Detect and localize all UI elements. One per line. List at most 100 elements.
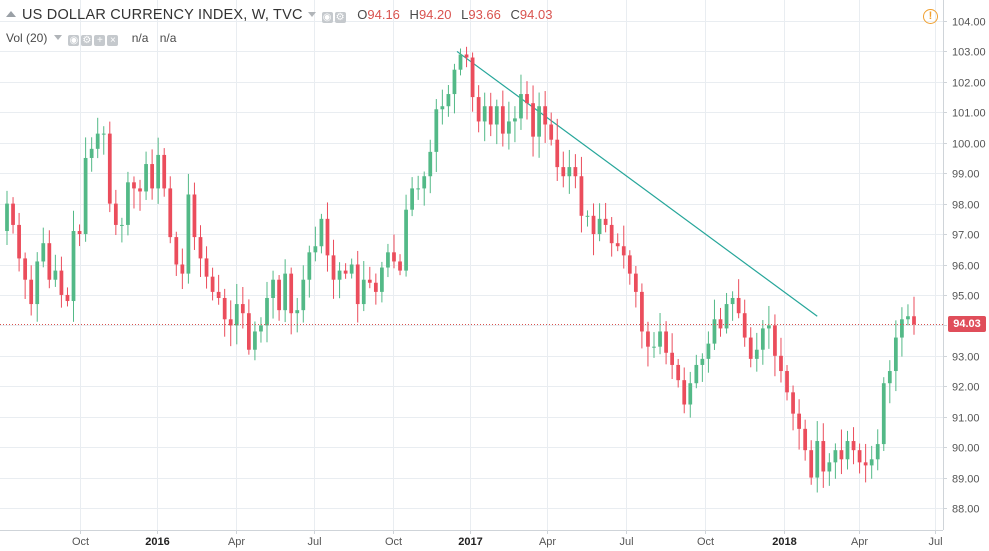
settings-icon[interactable]: ⚙ <box>81 35 93 46</box>
symbol-title[interactable]: US DOLLAR CURRENCY INDEX, W, TVC <box>22 7 303 23</box>
candle <box>506 101 511 150</box>
candle <box>380 261 384 303</box>
trendline[interactable] <box>456 50 818 317</box>
candle-body <box>688 383 693 405</box>
candle <box>839 429 844 475</box>
candle <box>875 429 880 471</box>
candle <box>428 139 433 194</box>
collapse-legend-icon[interactable] <box>6 11 16 17</box>
candle-body <box>240 304 245 314</box>
candle-body <box>821 441 826 472</box>
candle <box>29 265 34 316</box>
candle-body <box>65 294 70 302</box>
candle-body <box>301 279 306 311</box>
candle <box>446 84 451 117</box>
candle <box>319 213 324 254</box>
candle <box>730 291 735 321</box>
candle <box>113 189 118 236</box>
candle <box>259 317 263 343</box>
candle-body <box>767 325 771 329</box>
candle-body <box>609 224 614 244</box>
ohlc-open-value: 94.16 <box>367 7 400 22</box>
candle <box>11 197 15 234</box>
candle-body <box>863 462 868 466</box>
candle-body <box>893 337 898 372</box>
candle-body <box>742 313 747 338</box>
candle-body <box>144 164 148 192</box>
candle <box>736 279 741 319</box>
candle-body <box>633 273 638 292</box>
candle <box>688 371 693 418</box>
candle <box>343 263 348 279</box>
candle <box>531 85 535 157</box>
candle-body <box>307 252 312 280</box>
candle-body <box>815 441 820 478</box>
candle-body <box>549 124 554 140</box>
candle-body <box>440 106 445 110</box>
candle <box>410 177 415 217</box>
candle-body <box>839 450 844 460</box>
volume-title[interactable]: Vol (20) <box>6 31 48 45</box>
candle-body <box>736 297 741 314</box>
candle-body <box>392 252 396 262</box>
ohlc-close-label: C <box>510 7 520 22</box>
close-icon[interactable]: × <box>107 35 119 46</box>
candle <box>797 399 801 450</box>
settings-icon[interactable]: ⚙ <box>334 12 346 23</box>
candle <box>144 151 148 200</box>
candle <box>476 85 481 133</box>
price-axis[interactable]: 88.0089.0090.0091.0092.0093.0094.0095.00… <box>943 0 989 551</box>
candles-layer <box>5 46 916 493</box>
candle-body <box>525 94 529 104</box>
candle-body <box>180 264 185 274</box>
candle-body <box>277 279 281 311</box>
eye-icon[interactable]: ◉ <box>68 35 80 46</box>
candle <box>597 203 602 242</box>
candle-body <box>126 182 130 225</box>
candle-body <box>204 258 209 277</box>
candle <box>567 149 572 194</box>
candle-body <box>259 325 263 332</box>
candle-body <box>386 252 390 268</box>
candle-body <box>900 319 904 338</box>
candle-body <box>29 279 34 305</box>
candle <box>881 377 886 452</box>
candle <box>186 173 191 284</box>
candle <box>180 248 185 290</box>
symbol-menu-chevron-icon[interactable] <box>307 12 316 17</box>
candle <box>500 90 505 147</box>
add-icon[interactable]: + <box>94 35 106 46</box>
candle <box>676 358 681 388</box>
candle <box>325 202 330 272</box>
candle <box>416 175 421 200</box>
candle <box>754 332 759 372</box>
candle-body <box>712 319 717 344</box>
candle-body <box>168 188 173 238</box>
candle-body <box>603 218 608 225</box>
candle-body <box>325 218 330 256</box>
ohlc-open-label: O <box>357 7 368 22</box>
candle <box>555 118 560 181</box>
candle-body <box>887 371 892 384</box>
x-tick-label: Apr <box>539 536 556 548</box>
candle <box>452 63 457 114</box>
candle-body <box>410 188 415 210</box>
candle-body <box>361 279 366 305</box>
candle-body <box>670 352 675 365</box>
candle <box>519 74 523 130</box>
candle <box>265 281 269 343</box>
candle <box>718 307 723 337</box>
candle-body <box>579 176 584 216</box>
eye-icon[interactable]: ◉ <box>321 12 333 23</box>
candle-body <box>210 276 215 292</box>
candle-body <box>295 310 300 314</box>
candle <box>652 332 656 358</box>
trendline-layer <box>456 50 818 317</box>
candle <box>760 320 765 365</box>
candle-body <box>71 231 76 302</box>
time-axis[interactable]: Oct 2016 Apr Jul Oct 2017 Apr Jul Oct 2018 Apr Jul <box>0 530 943 551</box>
x-tick-label: Apr <box>851 536 868 548</box>
volume-menu-chevron-icon[interactable] <box>54 35 63 40</box>
alert-icon[interactable]: ! <box>923 9 938 24</box>
